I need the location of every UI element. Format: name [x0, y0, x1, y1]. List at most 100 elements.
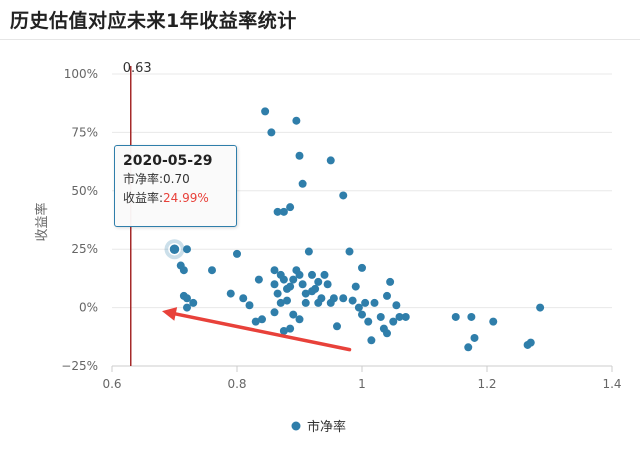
- scatter-point[interactable]: [267, 128, 276, 137]
- scatter-point[interactable]: [370, 298, 379, 307]
- scatter-point[interactable]: [383, 291, 391, 300]
- arrow-head: [162, 307, 178, 321]
- tooltip-return-value: 24.99%: [163, 191, 209, 205]
- x-tick-label: 1: [358, 377, 366, 391]
- scatter-point[interactable]: [314, 277, 323, 286]
- scatter-point[interactable]: [298, 280, 307, 289]
- scatter-point[interactable]: [295, 151, 304, 160]
- scatter-point[interactable]: [279, 275, 288, 284]
- scatter-point[interactable]: [301, 289, 310, 298]
- y-tick-label: 0%: [79, 301, 98, 315]
- scatter-point[interactable]: [261, 107, 270, 116]
- scatter-point[interactable]: [270, 266, 279, 275]
- scatter-point[interactable]: [401, 312, 410, 321]
- highlight-point[interactable]: [168, 242, 181, 256]
- tooltip-return-label: 收益率:: [123, 191, 164, 205]
- scatter-point[interactable]: [467, 312, 476, 321]
- scatter-point[interactable]: [376, 312, 385, 321]
- x-axis: 0.6 0.8 1 1.2 1.4: [102, 366, 622, 391]
- x-tick-label: 1.4: [602, 377, 621, 391]
- scatter-point[interactable]: [470, 333, 479, 342]
- y-axis: 100% 75% 50% 25% 0% −25%: [61, 67, 98, 373]
- scatter-point[interactable]: [329, 294, 338, 303]
- scatter-point[interactable]: [226, 289, 235, 298]
- y-tick-label: 75%: [71, 125, 98, 139]
- scatter-point[interactable]: [392, 301, 401, 310]
- scatter-point[interactable]: [295, 315, 304, 324]
- scatter-point[interactable]: [314, 298, 323, 307]
- scatter-point[interactable]: [286, 282, 295, 291]
- scatter-point[interactable]: [273, 289, 282, 298]
- scatter-point[interactable]: [451, 312, 460, 321]
- scatter-point[interactable]: [286, 324, 295, 333]
- scatter-point[interactable]: [308, 270, 316, 279]
- scatter-point[interactable]: [526, 338, 535, 347]
- scatter-point[interactable]: [298, 179, 307, 188]
- scatter-point[interactable]: [183, 303, 191, 312]
- scatter-point[interactable]: [289, 275, 298, 284]
- scatter-point[interactable]: [339, 191, 348, 200]
- scatter-point[interactable]: [326, 156, 335, 165]
- scatter-point[interactable]: [489, 317, 498, 326]
- scatter-point[interactable]: [251, 317, 260, 326]
- scatter-point[interactable]: [354, 303, 363, 312]
- scatter-point[interactable]: [304, 247, 313, 256]
- highlighted-point[interactable]: [164, 239, 185, 260]
- scatter-point[interactable]: [289, 310, 298, 319]
- tooltip-date: 2020-05-29: [123, 153, 213, 169]
- scatter-point[interactable]: [389, 317, 398, 326]
- scatter-point[interactable]: [273, 207, 282, 216]
- scatter-point[interactable]: [183, 245, 191, 254]
- y-tick-label: −25%: [61, 359, 98, 373]
- scatter-point[interactable]: [179, 266, 188, 275]
- scatter-point[interactable]: [270, 280, 279, 289]
- scatter-point[interactable]: [208, 266, 216, 275]
- scatter-point[interactable]: [339, 294, 348, 303]
- y-tick-label: 50%: [71, 184, 98, 198]
- scatter-point[interactable]: [333, 322, 341, 331]
- scatter-point[interactable]: [320, 270, 329, 279]
- scatter-point[interactable]: [345, 247, 354, 256]
- scatter-point[interactable]: [323, 280, 332, 289]
- scatter-point[interactable]: [301, 298, 310, 307]
- scatter-point[interactable]: [258, 315, 266, 324]
- tooltip-pb-row: 市净率:0.70: [123, 170, 228, 189]
- tooltip: 2020-05-29 市净率:0.70 收益率:24.99%: [114, 145, 237, 227]
- scatter-point[interactable]: [358, 310, 366, 319]
- scatter-point[interactable]: [364, 317, 373, 326]
- legend-label: 市净率: [307, 419, 346, 435]
- scatter-point[interactable]: [348, 296, 357, 305]
- scatter-point[interactable]: [536, 303, 545, 312]
- scatter-point[interactable]: [395, 312, 404, 321]
- scatter-point[interactable]: [308, 287, 316, 296]
- scatter-point[interactable]: [351, 282, 360, 291]
- scatter-point[interactable]: [233, 249, 241, 258]
- scatter-point[interactable]: [292, 116, 301, 125]
- scatter-point[interactable]: [279, 326, 288, 335]
- tooltip-pb-label: 市净率:: [123, 172, 164, 186]
- y-tick-label: 25%: [71, 242, 98, 256]
- scatter-point[interactable]: [279, 207, 288, 216]
- legend[interactable]: 市净率: [291, 419, 347, 435]
- scatter-point[interactable]: [276, 298, 285, 307]
- reference-line-label: 0.63: [123, 61, 152, 76]
- scatter-point[interactable]: [239, 294, 248, 303]
- scatter-point[interactable]: [245, 301, 254, 310]
- scatter-points: [170, 107, 545, 352]
- x-tick-label: 1.2: [477, 377, 496, 391]
- scatter-point[interactable]: [286, 203, 295, 212]
- scatter-point[interactable]: [295, 270, 304, 279]
- scatter-point[interactable]: [464, 343, 473, 352]
- scatter-point[interactable]: [367, 336, 376, 345]
- scatter-point[interactable]: [361, 298, 370, 307]
- scatter-point[interactable]: [386, 277, 395, 286]
- scatter-point[interactable]: [383, 329, 391, 338]
- scatter-point[interactable]: [183, 294, 191, 303]
- title-divider: [0, 39, 640, 40]
- scatter-point[interactable]: [270, 308, 279, 317]
- scatter-point[interactable]: [283, 296, 291, 305]
- scatter-point[interactable]: [254, 275, 263, 284]
- scatter-point[interactable]: [358, 263, 366, 272]
- scatter-point[interactable]: [189, 298, 198, 307]
